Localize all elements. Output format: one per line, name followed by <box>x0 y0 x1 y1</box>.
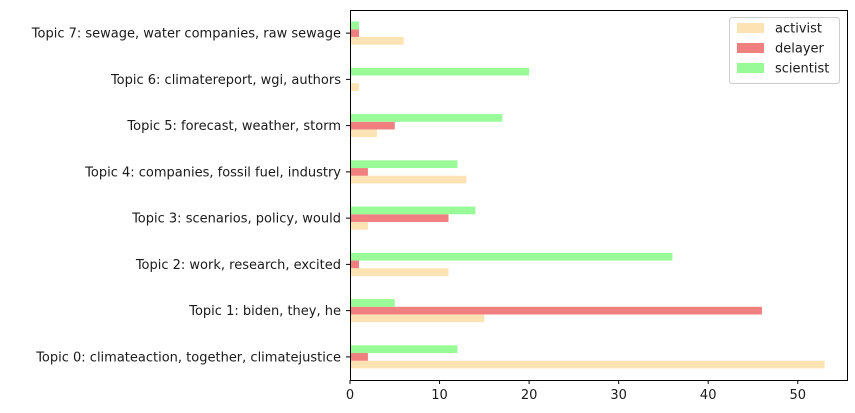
y-tick-label: Topic 1: biden, they, he <box>188 304 341 319</box>
bar-scientist-topic-0 <box>350 345 458 354</box>
bar-scientist-topic-6 <box>350 67 530 76</box>
x-tick-label: 50 <box>789 388 806 403</box>
x-tick-label: 20 <box>521 388 538 403</box>
bar-activist-topic-0 <box>350 360 825 369</box>
plot-frame <box>350 10 848 381</box>
bar-scientist-topic-5 <box>350 114 503 122</box>
y-tick-label: Topic 7: sewage, water companies, raw se… <box>31 27 341 42</box>
x-tick-label: 30 <box>610 388 627 403</box>
bar-activist-topic-2 <box>350 268 449 276</box>
bar-delayer-topic-5 <box>350 121 395 130</box>
bar-activist-topic-6 <box>350 83 359 91</box>
legend-label-scientist: scientist <box>775 62 829 77</box>
bar-scientist-topic-3 <box>350 206 476 215</box>
bar-delayer-topic-7 <box>350 29 359 37</box>
bar-delayer-topic-2 <box>350 260 359 269</box>
y-tick-label: Topic 0: climateaction, together, climat… <box>35 350 341 365</box>
bar-activist-topic-3 <box>350 221 368 230</box>
bars-layer <box>350 21 825 369</box>
bar-activist-topic-7 <box>350 36 404 45</box>
legend-label-delayer: delayer <box>775 42 825 57</box>
bar-delayer-topic-4 <box>350 168 368 176</box>
legend-swatch-activist <box>737 23 764 33</box>
x-tick-label: 0 <box>346 388 354 403</box>
legend: activist delayer scientist <box>729 17 840 84</box>
legend-swatch-scientist <box>737 63 764 73</box>
x-tick-label: 10 <box>431 388 448 403</box>
legend-swatch-delayer <box>737 43 764 53</box>
x-axis-ticks: 0 10 20 30 40 50 <box>346 380 806 403</box>
bar-delayer-topic-1 <box>350 306 762 315</box>
bar-activist-topic-1 <box>350 314 485 323</box>
x-tick-label: 40 <box>700 388 717 403</box>
bar-activist-topic-4 <box>350 175 467 184</box>
y-tick-label: Topic 4: companies, fossil fuel, industr… <box>84 165 341 180</box>
bar-scientist-topic-4 <box>350 160 458 169</box>
bar-scientist-topic-1 <box>350 299 395 307</box>
bar-scientist-topic-7 <box>350 21 359 30</box>
bar-scientist-topic-2 <box>350 252 673 261</box>
bar-delayer-topic-3 <box>350 214 449 222</box>
bar-activist-topic-5 <box>350 129 377 138</box>
bar-delayer-topic-0 <box>350 353 368 361</box>
y-axis-ticks: Topic 0: climateaction, together, climat… <box>31 27 350 365</box>
y-tick-label: Topic 5: forecast, weather, storm <box>126 119 341 134</box>
y-tick-label: Topic 3: scenarios, policy, would <box>131 212 341 227</box>
legend-label-activist: activist <box>775 22 822 37</box>
y-tick-label: Topic 6: climatereport, wgi, authors <box>110 73 341 88</box>
y-tick-label: Topic 2: work, research, excited <box>135 258 341 273</box>
